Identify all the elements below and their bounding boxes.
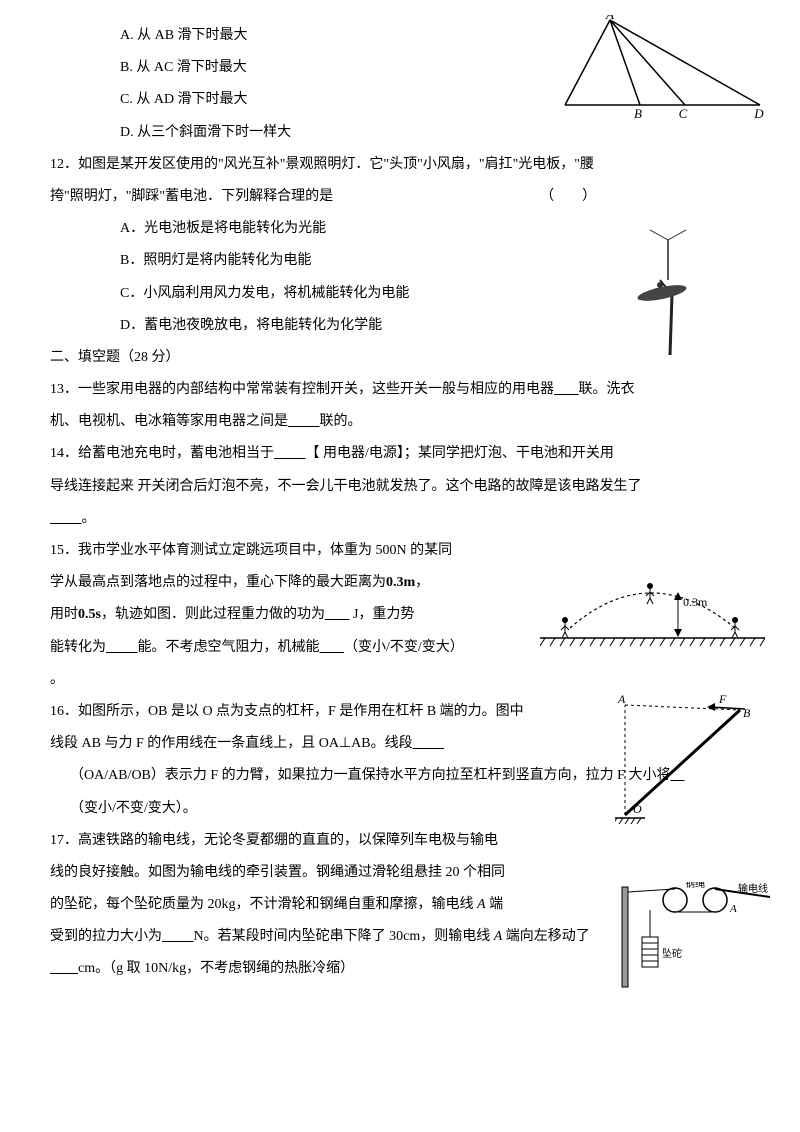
- q14-line3: 。: [50, 503, 750, 535]
- q17-text4a: 受到的拉力大小为: [50, 929, 162, 944]
- q13-line1: 13．一些家用电器的内部结构中常常装有控制开关，这些开关一般与相应的用电器 联。…: [50, 374, 750, 406]
- q15-line1: 15．我市学业水平体育测试立定跳远项目中，体重为 500N 的某同: [50, 535, 750, 567]
- q13-text2: 机、电视机、电冰箱等家用电器之间是: [50, 414, 288, 429]
- q17-italic-a2: A: [494, 929, 503, 944]
- q15-text4a: 能转化为: [50, 640, 106, 655]
- lever-label-b: B: [743, 706, 751, 720]
- q14-text1: 14．给蓄电池充电时，蓄电池相当于: [50, 446, 274, 461]
- lever-label-o: O: [633, 802, 642, 816]
- q15-text4b: 能。不考虑空气阻力，机械能: [138, 640, 320, 655]
- q15-blank2[interactable]: [106, 640, 138, 655]
- q15-text2a: 学从最高点到落地点的过程中，重心下降的最大距离为: [50, 575, 386, 590]
- label-a-point: A: [729, 903, 737, 915]
- q16-figure: A F B O: [615, 695, 755, 830]
- q11-option-d: D. 从三个斜面滑下时一样大: [50, 117, 750, 149]
- q15-text3a: 用时: [50, 607, 78, 622]
- q14-line1: 14．给蓄电池充电时，蓄电池相当于 【 用电器/电源】；某同学把灯泡、干电池和开…: [50, 438, 750, 470]
- q15-text3b: ，轨迹如图．则此过程重力做的功为: [101, 607, 325, 622]
- q17-text4c: 端向左移动了: [502, 929, 590, 944]
- q16-text3a: （OA/AB/OB）表示力 F 的力臂，如果拉力一直保持水平方向拉至杠杆到竖直方…: [70, 768, 670, 783]
- label-gang: 钢绳: [685, 882, 705, 890]
- q16-text2a: 线段 AB 与力 F 的作用线在一条直线上，且 OA⊥AB。线段: [50, 736, 413, 751]
- q15-text2b: ，: [415, 575, 429, 590]
- q15-figure: 0.3m: [540, 578, 765, 653]
- q13-line2: 机、电视机、电冰箱等家用电器之间是 联的。: [50, 406, 750, 438]
- label-shu: 输电线: [738, 882, 768, 895]
- q13-text2-end: 联的。: [320, 414, 362, 429]
- q14-blank1[interactable]: [274, 446, 306, 461]
- q15-val2: 0.5s: [78, 607, 101, 622]
- q13-text1: 13．一些家用电器的内部结构中常常装有控制开关，这些开关一般与相应的用电器: [50, 382, 554, 397]
- q12-stem-line1: 12．如图是某开发区使用的"风光互补"景观照明灯．它"头顶"小风扇，"肩扛"光电…: [50, 149, 750, 181]
- q15-val1: 0.3m: [386, 575, 415, 590]
- q17-italic-a1: A: [477, 897, 486, 912]
- lever-label-a: A: [617, 695, 626, 706]
- q12-paren: （ ）: [540, 189, 596, 204]
- height-label: 0.3m: [683, 595, 708, 609]
- q13-blank2[interactable]: [288, 414, 320, 429]
- q11-figure: A B C D: [560, 15, 770, 120]
- vertex-d-label: D: [753, 106, 764, 120]
- q15-blank3[interactable]: [320, 640, 345, 655]
- q12-figure: [620, 225, 710, 355]
- q15-blank1[interactable]: [325, 607, 350, 622]
- q17-text3b: 端: [486, 897, 504, 912]
- q17-text4b: N。若某段时间内坠砣串下降了 30cm，则输电线: [194, 929, 494, 944]
- q17-text5: cm。（g 取 10N/kg，不考虑钢绳的热胀冷缩）: [78, 961, 354, 976]
- q15-text3c: J，重力势: [349, 607, 414, 622]
- label-zhui: 坠砣: [662, 947, 682, 960]
- q17-blank2[interactable]: [50, 961, 78, 976]
- vertex-a-label: A: [605, 15, 614, 22]
- q14-blank2[interactable]: [50, 511, 82, 526]
- q12-stem-line2: 挎"照明灯，"脚踩"蓄电池．下列解释合理的是 （ ）: [50, 181, 750, 213]
- vertex-b-label: B: [634, 106, 642, 120]
- q13-text1-end: 联。洗衣: [579, 382, 635, 397]
- lever-label-f: F: [718, 695, 727, 706]
- q15-line5: 。: [50, 664, 750, 696]
- q15-text4c: （变小/不变/变大）: [344, 640, 464, 655]
- q14-line2: 导线连接起来 开关闭合后灯泡不亮，不一会儿干电池就发热了。这个电路的故障是该电路…: [50, 471, 750, 503]
- q17-text3a: 的坠砣，每个坠砣质量为 20kg，不计滑轮和钢绳自重和摩擦，输电线: [50, 897, 477, 912]
- q16-blank1[interactable]: [413, 736, 445, 751]
- vertex-c-label: C: [679, 106, 688, 120]
- q17-blank1[interactable]: [162, 929, 194, 944]
- q17-figure: 钢绳 输电线 坠砣 A: [620, 882, 775, 992]
- q12-stem-text: 挎"照明灯，"脚踩"蓄电池．下列解释合理的是: [50, 189, 333, 204]
- q14-text-mid: 【 用电器/电源】；某同学把灯泡、干电池和开关用: [306, 446, 614, 461]
- q13-blank1[interactable]: [554, 382, 579, 397]
- q14-text3-end: 。: [82, 511, 96, 526]
